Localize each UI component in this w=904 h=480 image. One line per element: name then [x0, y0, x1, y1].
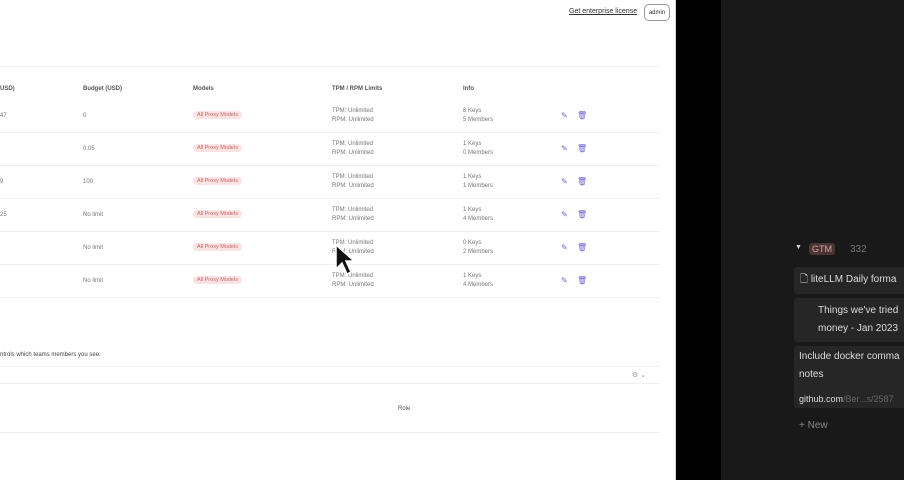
- card-title: Things we've tried money - Jan 2023: [818, 305, 899, 334]
- rpm: RPM: Unlimited: [332, 282, 374, 288]
- col-limits: TPM / RPM Limits: [332, 86, 383, 92]
- notion-board: ▼ GTM 332 🗋 liteLLM Daily forma Things w…: [721, 0, 904, 480]
- keys: 1 Keys: [463, 207, 482, 213]
- group-count: 332: [850, 244, 867, 255]
- keys: 8 Keys: [463, 108, 482, 114]
- tpm: TPM: Unlimited: [332, 207, 374, 213]
- rpm: RPM: Unlimited: [332, 183, 374, 189]
- models-badge: All Proxy Models: [193, 177, 242, 185]
- link-domain[interactable]: github.com: [799, 394, 844, 404]
- models-badge: All Proxy Models: [193, 210, 242, 218]
- teams-note: ntrols which teams members you see.: [0, 352, 101, 358]
- spend: 9: [0, 179, 4, 185]
- table-row: 25 No limit All Proxy Models TPM: Unlimi…: [0, 199, 660, 232]
- budget: No limit: [83, 245, 104, 251]
- models-badge: All Proxy Models: [193, 144, 242, 152]
- models-badge: All Proxy Models: [193, 276, 242, 284]
- models-badge: All Proxy Models: [193, 111, 242, 119]
- settings-gear-icon[interactable]: ⚙ ⌄: [632, 372, 647, 379]
- edit-icon[interactable]: ✎: [561, 243, 568, 252]
- table-row: 47 0 All Proxy Models TPM: Unlimited RPM…: [0, 100, 660, 133]
- budget: 0.05: [83, 146, 95, 152]
- divider: [0, 66, 660, 67]
- tpm: TPM: Unlimited: [332, 174, 374, 180]
- table-row: 0.05 All Proxy Models TPM: Unlimited RPM…: [0, 133, 660, 166]
- page-icon: 🗋: [800, 274, 811, 285]
- col-models: Models: [193, 86, 214, 92]
- table-row: 9 100 All Proxy Models TPM: Unlimited RP…: [0, 166, 660, 199]
- new-button[interactable]: + New: [799, 420, 828, 431]
- keys: 1 Keys: [463, 141, 482, 147]
- tpm: TPM: Unlimited: [332, 108, 374, 114]
- col-budget: Budget (USD): [83, 86, 122, 92]
- budget: No limit: [83, 212, 104, 218]
- edit-icon[interactable]: ✎: [561, 177, 568, 186]
- keys: 0 Keys: [463, 240, 482, 246]
- enterprise-license-link[interactable]: Get enterprise license: [569, 8, 638, 15]
- tpm: TPM: Unlimited: [332, 273, 374, 279]
- mouse-cursor-icon: [335, 243, 356, 276]
- members: 2 Members: [463, 249, 494, 255]
- divider: [0, 366, 660, 367]
- group-tag: GTM: [809, 243, 835, 255]
- trash-icon[interactable]: 🗑: [577, 144, 588, 153]
- members: 4 Members: [463, 216, 494, 222]
- rpm: RPM: Unlimited: [332, 150, 374, 156]
- members: 5 Members: [463, 117, 494, 123]
- budget: 100: [83, 179, 94, 185]
- models-badge: All Proxy Models: [193, 243, 242, 251]
- budget: No limit: [83, 278, 104, 284]
- divider: [0, 432, 660, 433]
- board-card[interactable]: 🗋 liteLLM Daily forma: [794, 267, 904, 294]
- admin-panel: Get enterprise license admin USD) Budget…: [0, 0, 676, 480]
- divider: [0, 383, 660, 384]
- tpm: TPM: Unlimited: [332, 240, 374, 246]
- rpm: RPM: Unlimited: [332, 216, 374, 222]
- new-label: New: [807, 420, 828, 431]
- table-row: No limit All Proxy Models TPM: Unlimited…: [0, 232, 660, 265]
- rpm: RPM: Unlimited: [332, 117, 374, 123]
- trash-icon[interactable]: 🗑: [577, 276, 588, 285]
- budget: 0: [83, 113, 87, 119]
- board-card[interactable]: Things we've tried money - Jan 2023: [794, 298, 904, 342]
- keys: 1 Keys: [463, 273, 482, 279]
- window-gap: [677, 0, 721, 480]
- edit-icon[interactable]: ✎: [561, 210, 568, 219]
- card-title: Include docker comma notes: [799, 351, 900, 380]
- col-spend: USD): [0, 86, 15, 92]
- role-header: Role: [398, 406, 411, 412]
- edit-icon[interactable]: ✎: [561, 276, 568, 285]
- user-menu-button[interactable]: admin: [644, 4, 670, 21]
- trash-icon[interactable]: 🗑: [577, 177, 588, 186]
- trash-icon[interactable]: 🗑: [577, 210, 588, 219]
- board-card[interactable]: Include docker comma notes github.com/Ber…: [794, 346, 904, 408]
- members: 1 Members: [463, 183, 494, 189]
- trash-icon[interactable]: 🗑: [577, 243, 588, 252]
- link-path[interactable]: /Ber...s/2587: [843, 394, 894, 404]
- keys: 1 Keys: [463, 174, 482, 180]
- spend: 47: [0, 113, 7, 119]
- rpm: RPM: Unlimited: [332, 249, 374, 255]
- table-row: No limit All Proxy Models TPM: Unlimited…: [0, 265, 660, 298]
- trash-icon[interactable]: 🗑: [577, 111, 588, 120]
- edit-icon[interactable]: ✎: [561, 111, 568, 120]
- card-title: liteLLM Daily forma: [810, 274, 897, 285]
- collapse-triangle-icon[interactable]: ▼: [795, 244, 802, 251]
- spend: 25: [0, 212, 7, 218]
- tpm: TPM: Unlimited: [332, 141, 374, 147]
- members: 4 Members: [463, 282, 494, 288]
- members: 0 Members: [463, 150, 494, 156]
- edit-icon[interactable]: ✎: [561, 144, 568, 153]
- col-info: Info: [463, 86, 474, 92]
